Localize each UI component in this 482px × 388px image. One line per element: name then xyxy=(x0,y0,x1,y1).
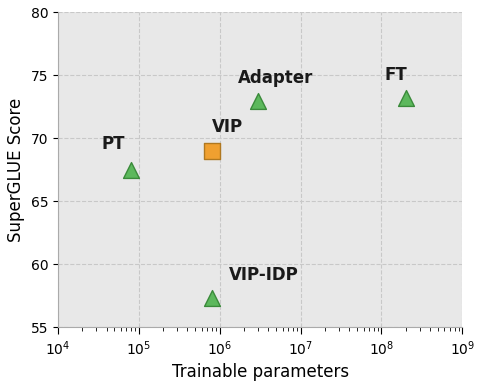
Point xyxy=(208,295,215,301)
Point xyxy=(127,167,135,173)
Y-axis label: SuperGLUE Score: SuperGLUE Score xyxy=(7,98,25,242)
Point xyxy=(254,97,262,104)
X-axis label: Trainable parameters: Trainable parameters xyxy=(172,363,348,381)
Point xyxy=(208,148,215,154)
Text: VIP-IDP: VIP-IDP xyxy=(229,266,299,284)
Text: FT: FT xyxy=(385,66,408,84)
Text: VIP: VIP xyxy=(212,118,243,136)
Text: Adapter: Adapter xyxy=(238,69,314,87)
Text: PT: PT xyxy=(102,135,125,153)
Point xyxy=(402,95,410,101)
